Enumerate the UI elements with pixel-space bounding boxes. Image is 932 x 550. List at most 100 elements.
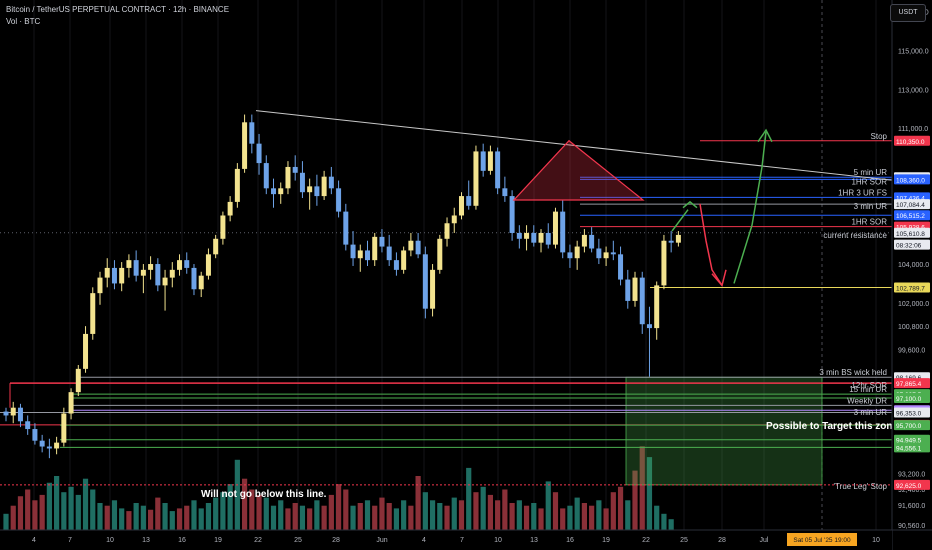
x-tick-label: 7 xyxy=(68,537,72,544)
candle-body xyxy=(249,122,255,144)
volume-bar xyxy=(386,503,392,530)
x-tick-label: 13 xyxy=(142,537,150,544)
volume-bar xyxy=(567,505,573,530)
candle-body xyxy=(552,211,558,245)
volume-bar xyxy=(119,508,125,530)
price-tag-text: 96,353.0 xyxy=(896,410,922,417)
volume-bar xyxy=(393,508,400,530)
volume-bar xyxy=(263,497,269,530)
volume-bar xyxy=(422,492,428,530)
volume-bar xyxy=(379,497,385,530)
volume-bar xyxy=(314,500,320,530)
x-tick-label: 28 xyxy=(332,537,340,544)
candle-body xyxy=(292,166,298,173)
volume-bar xyxy=(654,505,660,530)
y-tick-label: 91,600.0 xyxy=(898,503,925,510)
volume-bar xyxy=(545,481,551,530)
level-label: current resistance xyxy=(823,231,887,240)
x-tick-label: 22 xyxy=(254,537,262,544)
candle-body xyxy=(25,421,31,430)
volume-bar xyxy=(372,505,378,530)
arrow-up-short xyxy=(671,209,689,232)
x-tick-label: 16 xyxy=(566,537,574,544)
candle-body xyxy=(625,279,631,301)
symbol-title[interactable]: Bitcoin / TetherUS PERPETUAL CONTRACT · … xyxy=(6,5,230,14)
candle-body xyxy=(162,277,168,286)
price-tag xyxy=(894,420,930,431)
candle-body xyxy=(133,260,139,276)
candle-body xyxy=(581,234,587,247)
volume-bar xyxy=(335,484,342,530)
candle-body xyxy=(278,188,284,195)
volume-bar xyxy=(560,508,566,530)
candle-body xyxy=(104,267,110,278)
candle-body xyxy=(408,240,414,251)
candle-body xyxy=(357,250,363,259)
volume-bar xyxy=(104,505,110,530)
annotation-zone-text: Possible to Target this zone xyxy=(766,421,898,432)
candle-body xyxy=(386,246,392,261)
volume-bar xyxy=(256,494,262,530)
volume-bar xyxy=(191,500,197,530)
level-label: Weekly DR xyxy=(847,396,887,405)
volume-bar xyxy=(516,500,522,530)
volume-bar xyxy=(39,494,45,530)
candle-body xyxy=(256,143,262,164)
candle-body xyxy=(242,122,248,169)
volume-bar xyxy=(458,500,465,530)
candle-body xyxy=(140,269,146,276)
candle-body xyxy=(379,236,385,247)
volume-bar xyxy=(321,505,327,530)
price-tag-text: 107,436.4 xyxy=(896,195,925,202)
candle-body xyxy=(321,176,327,197)
volume-bar xyxy=(75,494,81,530)
volume-bar xyxy=(343,489,349,530)
currency-button[interactable]: USDT xyxy=(890,4,926,22)
volume-bar xyxy=(328,494,334,530)
x-tick-label: 4 xyxy=(32,537,36,544)
x-tick-label: 19 xyxy=(214,537,222,544)
level-label: Stop xyxy=(871,132,888,141)
volume-bar xyxy=(661,513,667,530)
candle-body xyxy=(46,446,52,449)
candle-body xyxy=(538,232,544,243)
volume-bar xyxy=(220,492,226,530)
volume-label[interactable]: Vol · BTC xyxy=(6,17,41,26)
candle-body xyxy=(610,252,616,255)
volume-bar xyxy=(25,489,31,530)
y-tick-label: 111,000.0 xyxy=(898,126,928,133)
candle-body xyxy=(17,407,23,422)
triangle-pattern xyxy=(512,139,645,201)
price-tag-text: 97,865.4 xyxy=(896,381,922,388)
y-tick-label: 100,800.0 xyxy=(898,324,929,331)
candle-body xyxy=(372,236,378,261)
price-tag xyxy=(894,210,930,221)
price-tag xyxy=(894,174,930,185)
candle-body xyxy=(603,252,609,259)
volume-bar xyxy=(90,489,96,530)
volume-bar xyxy=(466,467,472,530)
arrow-down xyxy=(699,203,723,286)
candle-body xyxy=(531,232,537,243)
level-label: 15 min UR xyxy=(849,385,887,394)
candle-body xyxy=(61,413,67,443)
candle-body xyxy=(75,368,81,393)
x-tick-label: 4 xyxy=(422,537,426,544)
price-tag-text: 94,556.1 xyxy=(896,445,922,452)
volume-bar xyxy=(487,494,494,530)
volume-bar xyxy=(668,519,674,530)
volume-bar xyxy=(46,482,52,530)
candle-body xyxy=(169,269,175,278)
candle-body xyxy=(307,186,313,193)
price-tag-text: 95,700.0 xyxy=(896,423,922,430)
volume-bar xyxy=(495,500,501,530)
candle-body xyxy=(184,260,190,268)
volume-bar xyxy=(502,489,508,530)
candle-body xyxy=(365,250,370,261)
volume-bar xyxy=(148,509,154,530)
volume-bar xyxy=(285,508,291,530)
volume-bar xyxy=(444,505,450,530)
candle-body xyxy=(299,172,305,193)
candle-body xyxy=(343,211,349,245)
